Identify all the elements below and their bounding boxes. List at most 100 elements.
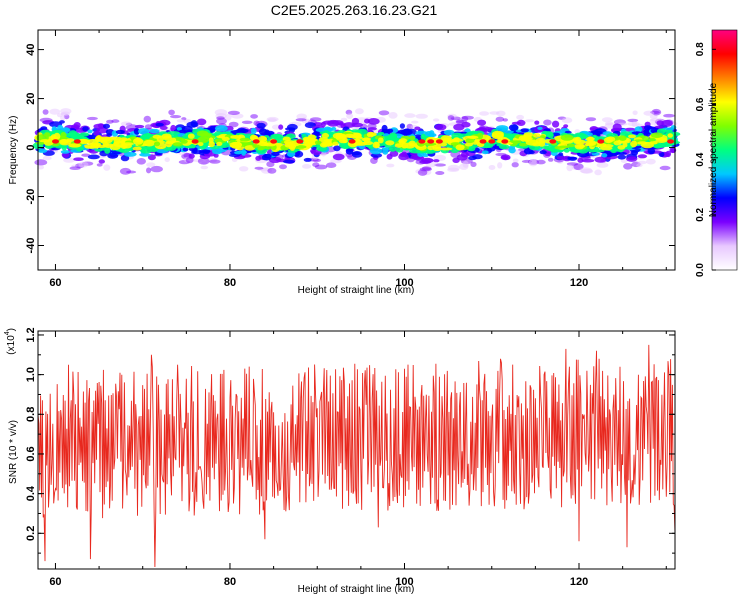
spectral-cell — [630, 140, 638, 148]
spectral-cell — [170, 115, 182, 119]
spectral-cell — [389, 150, 399, 157]
x-tick-label: 80 — [224, 277, 236, 289]
spectral-peak — [418, 139, 426, 144]
spectral-cell — [196, 130, 209, 137]
spectral-cell — [388, 132, 398, 139]
colorbar-tick-label: 0.2 — [695, 207, 706, 221]
spectral-cell — [579, 167, 593, 174]
spectrogram-ticks: 60 80 100 120 -40 -20 0 20 40 — [25, 30, 675, 289]
spectral-cell — [616, 151, 627, 155]
spectral-peak — [191, 139, 199, 144]
spectral-cell — [188, 153, 195, 159]
spectral-peak — [52, 139, 59, 144]
spectral-cell — [511, 162, 519, 168]
y-tick-label: 40 — [25, 43, 37, 55]
spectral-cell — [574, 136, 582, 144]
spectral-cell — [215, 125, 228, 132]
spectral-cell — [467, 135, 479, 139]
spectral-cell — [113, 140, 126, 148]
spectral-cell — [496, 110, 506, 117]
spectral-cell — [581, 158, 595, 163]
spectral-cell — [434, 124, 447, 131]
spectral-cell — [120, 121, 132, 127]
spectral-cell — [631, 150, 638, 156]
spectral-cell — [138, 128, 150, 135]
spectral-cell — [613, 140, 621, 146]
spectral-cell — [461, 116, 469, 122]
spectral-cell — [230, 135, 242, 139]
spectral-cell — [415, 113, 428, 119]
spectral-cell — [47, 136, 59, 140]
spectral-cell — [377, 137, 384, 144]
spectral-cell — [643, 110, 655, 116]
spectral-cell — [66, 138, 75, 143]
spectral-cell — [491, 130, 504, 138]
spectral-cell — [627, 118, 639, 123]
spectral-cell — [459, 163, 469, 170]
spectral-cell — [107, 152, 119, 159]
spectral-cell — [362, 137, 372, 141]
spectral-cell — [103, 164, 111, 171]
colorbar-tick-label: 0.8 — [695, 42, 706, 56]
spectral-cell — [366, 131, 375, 138]
snr-frame — [37, 330, 676, 570]
spectral-cell — [60, 150, 70, 154]
spectral-cell — [477, 132, 484, 140]
spectral-cell — [443, 129, 455, 136]
spectral-cell — [634, 126, 643, 133]
spectral-cell — [180, 139, 188, 144]
spectral-cell — [419, 160, 432, 164]
spectral-peak — [549, 139, 557, 144]
spectral-cell — [197, 142, 204, 147]
spectral-cell — [498, 144, 510, 150]
spectral-cell — [227, 110, 240, 115]
spectral-cell — [222, 136, 230, 142]
x-tick-label: 100 — [395, 576, 413, 588]
spectral-cell — [409, 135, 416, 141]
spectral-cell — [343, 122, 356, 128]
spectral-cell — [585, 139, 596, 146]
spectral-cell — [231, 142, 242, 146]
colorbar-tick-label: 0.6 — [695, 97, 706, 111]
spectral-cell — [143, 115, 151, 123]
spectral-cell — [423, 142, 437, 146]
spectral-cell — [146, 167, 152, 174]
spectral-peak — [435, 139, 443, 144]
spectral-cell — [150, 165, 163, 173]
spectral-cell — [632, 110, 638, 116]
spectral-cell — [370, 153, 383, 158]
snr-scale-exp: 4 — [4, 331, 11, 335]
spectral-cell — [256, 122, 266, 129]
spectral-cell — [307, 134, 316, 140]
spectral-cell — [351, 151, 361, 156]
spectral-cell — [103, 123, 110, 129]
spectral-cell — [400, 128, 413, 136]
colorbar-label: Normalized spectral amplitude — [708, 82, 719, 217]
spectral-cell — [176, 119, 186, 123]
spectral-cell — [156, 135, 164, 142]
spectral-cell — [344, 133, 355, 138]
spectral-cell — [63, 128, 70, 132]
spectral-cell — [382, 147, 389, 155]
spectral-cell — [648, 137, 656, 142]
spectral-cell — [464, 142, 474, 147]
spectral-cell — [422, 153, 429, 158]
spectral-cell — [404, 113, 416, 118]
spectral-cell — [98, 159, 106, 164]
spectrogram-panel: 60 80 100 120 -40 -20 0 20 40 Height of straight… — [8, 29, 681, 296]
spectral-cell — [60, 132, 67, 139]
y-tick-label: 0.8 — [25, 407, 37, 422]
spectral-cell — [326, 162, 337, 168]
spectral-cell — [470, 161, 477, 167]
spectral-cell — [649, 140, 658, 145]
spectral-cell — [585, 117, 597, 122]
spectral-cell — [190, 120, 198, 128]
spectral-cell — [617, 145, 626, 150]
spectral-cell — [241, 120, 253, 125]
spectral-cell — [508, 124, 519, 131]
spectral-cell — [433, 159, 440, 163]
spectral-cell — [399, 123, 405, 129]
spectral-cell — [637, 141, 648, 145]
spectral-cell — [419, 167, 432, 172]
spectral-peak — [252, 139, 260, 144]
